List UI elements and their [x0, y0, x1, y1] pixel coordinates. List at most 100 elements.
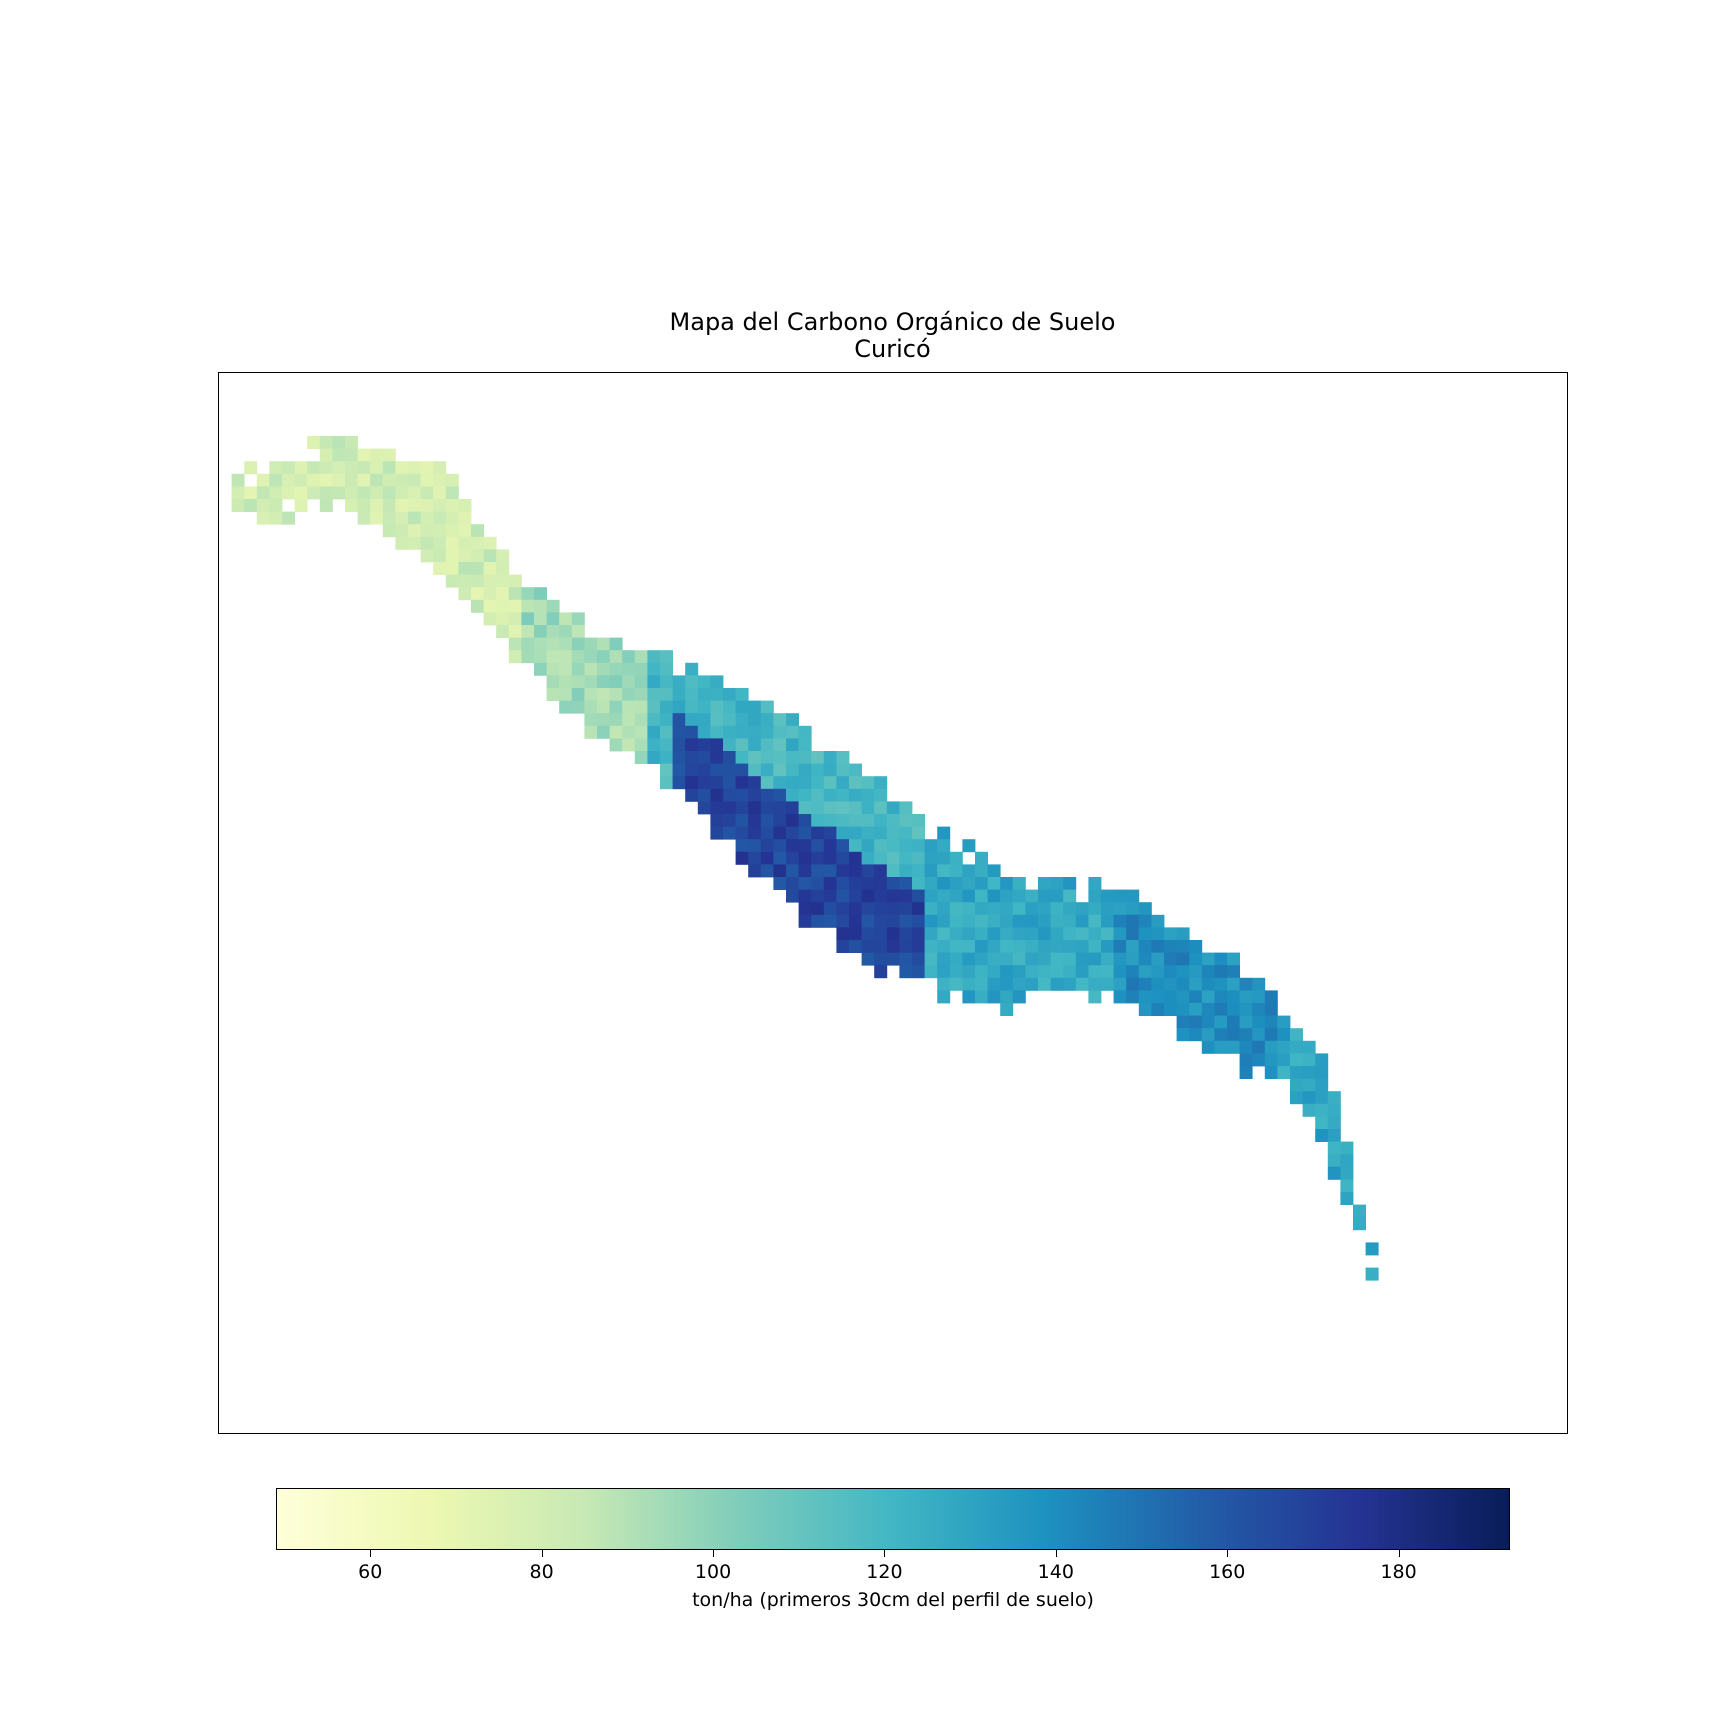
raster-cell [1214, 990, 1228, 1004]
raster-cell [786, 738, 799, 752]
raster-cell [773, 713, 787, 727]
raster-cell [1025, 965, 1039, 979]
raster-cell [836, 826, 850, 840]
raster-cell [811, 776, 825, 790]
raster-cell [697, 788, 711, 802]
raster-cell [1290, 1091, 1303, 1105]
raster-cell [1050, 977, 1064, 991]
raster-cell [672, 713, 686, 727]
raster-cell [1012, 902, 1026, 916]
raster-cell [1340, 1179, 1354, 1193]
raster-cell [912, 826, 925, 840]
raster-cell [735, 826, 749, 840]
raster-cell [760, 788, 774, 802]
raster-cell [849, 839, 862, 853]
raster-cell [1277, 1015, 1291, 1029]
raster-cell [823, 788, 837, 802]
raster-cell [1113, 902, 1127, 916]
raster-cell [345, 448, 358, 462]
raster-cell [861, 788, 875, 802]
raster-cell [849, 914, 862, 928]
raster-cell [471, 536, 484, 550]
raster-cell [660, 700, 673, 714]
raster-cell [1063, 877, 1077, 890]
raster-cell [1239, 1003, 1253, 1016]
raster-cell [1164, 927, 1177, 941]
raster-cell [609, 713, 623, 727]
raster-cell [786, 751, 799, 764]
raster-cell [534, 587, 547, 601]
raster-cell [1038, 927, 1051, 941]
raster-cell [899, 814, 913, 827]
raster-cell [1025, 902, 1039, 916]
raster-cell [1176, 1003, 1190, 1016]
raster-cell [1315, 1053, 1329, 1067]
raster-cell [1214, 1003, 1228, 1016]
raster-cell [1138, 965, 1152, 979]
raster-cell [370, 511, 384, 525]
raster-cell [1290, 1040, 1303, 1054]
raster-cell [786, 776, 799, 790]
raster-cell [1327, 1091, 1341, 1105]
raster-cell [256, 486, 270, 500]
raster-cell [458, 549, 472, 563]
raster-cell [710, 801, 724, 815]
raster-cell [1252, 990, 1266, 1004]
raster-cell [836, 927, 850, 941]
raster-cell [1088, 940, 1102, 953]
raster-cell [685, 751, 699, 764]
raster-cell [420, 536, 434, 550]
colorbar-tick-label: 60 [358, 1561, 383, 1583]
raster-cell [912, 914, 925, 928]
raster-cell [622, 662, 636, 676]
raster-cell [949, 965, 963, 979]
raster-cell [899, 952, 913, 966]
raster-cell [1138, 990, 1152, 1004]
raster-cell [269, 511, 283, 525]
raster-cell [899, 940, 913, 953]
raster-cell [1088, 914, 1102, 928]
colorbar-tick-label: 180 [1380, 1561, 1417, 1583]
raster-cell [924, 889, 938, 903]
raster-cell [786, 788, 799, 802]
raster-cell [534, 612, 547, 626]
raster-cell [1012, 914, 1026, 928]
raster-cell [1227, 965, 1240, 979]
raster-cell [1201, 1003, 1215, 1016]
raster-cell [1050, 889, 1064, 903]
raster-cell [899, 801, 913, 815]
raster-cell [1290, 1078, 1303, 1092]
raster-cell [1038, 965, 1051, 979]
raster-cell [571, 650, 585, 664]
raster-cell [420, 499, 434, 512]
raster-cell [370, 461, 384, 475]
raster-cell [697, 738, 711, 752]
raster-cell [345, 473, 358, 487]
raster-cell [748, 851, 762, 865]
raster-cell [1101, 940, 1114, 953]
raster-cell [710, 675, 724, 689]
raster-cell [660, 776, 673, 790]
raster-cell [1088, 965, 1102, 979]
raster-cell [735, 763, 749, 777]
raster-cell [1227, 952, 1240, 966]
raster-cell [1101, 927, 1114, 941]
raster-cell [294, 473, 308, 487]
raster-cell [798, 826, 812, 840]
raster-cell [647, 751, 661, 764]
raster-cell [874, 814, 888, 827]
raster-cell [1176, 952, 1190, 966]
raster-cell [471, 599, 484, 613]
raster-cell [458, 562, 472, 575]
raster-cell [912, 877, 925, 890]
raster-cell [886, 889, 900, 903]
colorbar-tick-label: 120 [866, 1561, 903, 1583]
raster-cell [773, 801, 787, 815]
raster-cell [836, 763, 850, 777]
raster-cell [987, 990, 1001, 1004]
raster-cell [786, 877, 799, 890]
raster-cell [1353, 1217, 1366, 1231]
raster-cell [345, 436, 358, 449]
raster-cell [899, 851, 913, 865]
raster-cell [1000, 889, 1014, 903]
